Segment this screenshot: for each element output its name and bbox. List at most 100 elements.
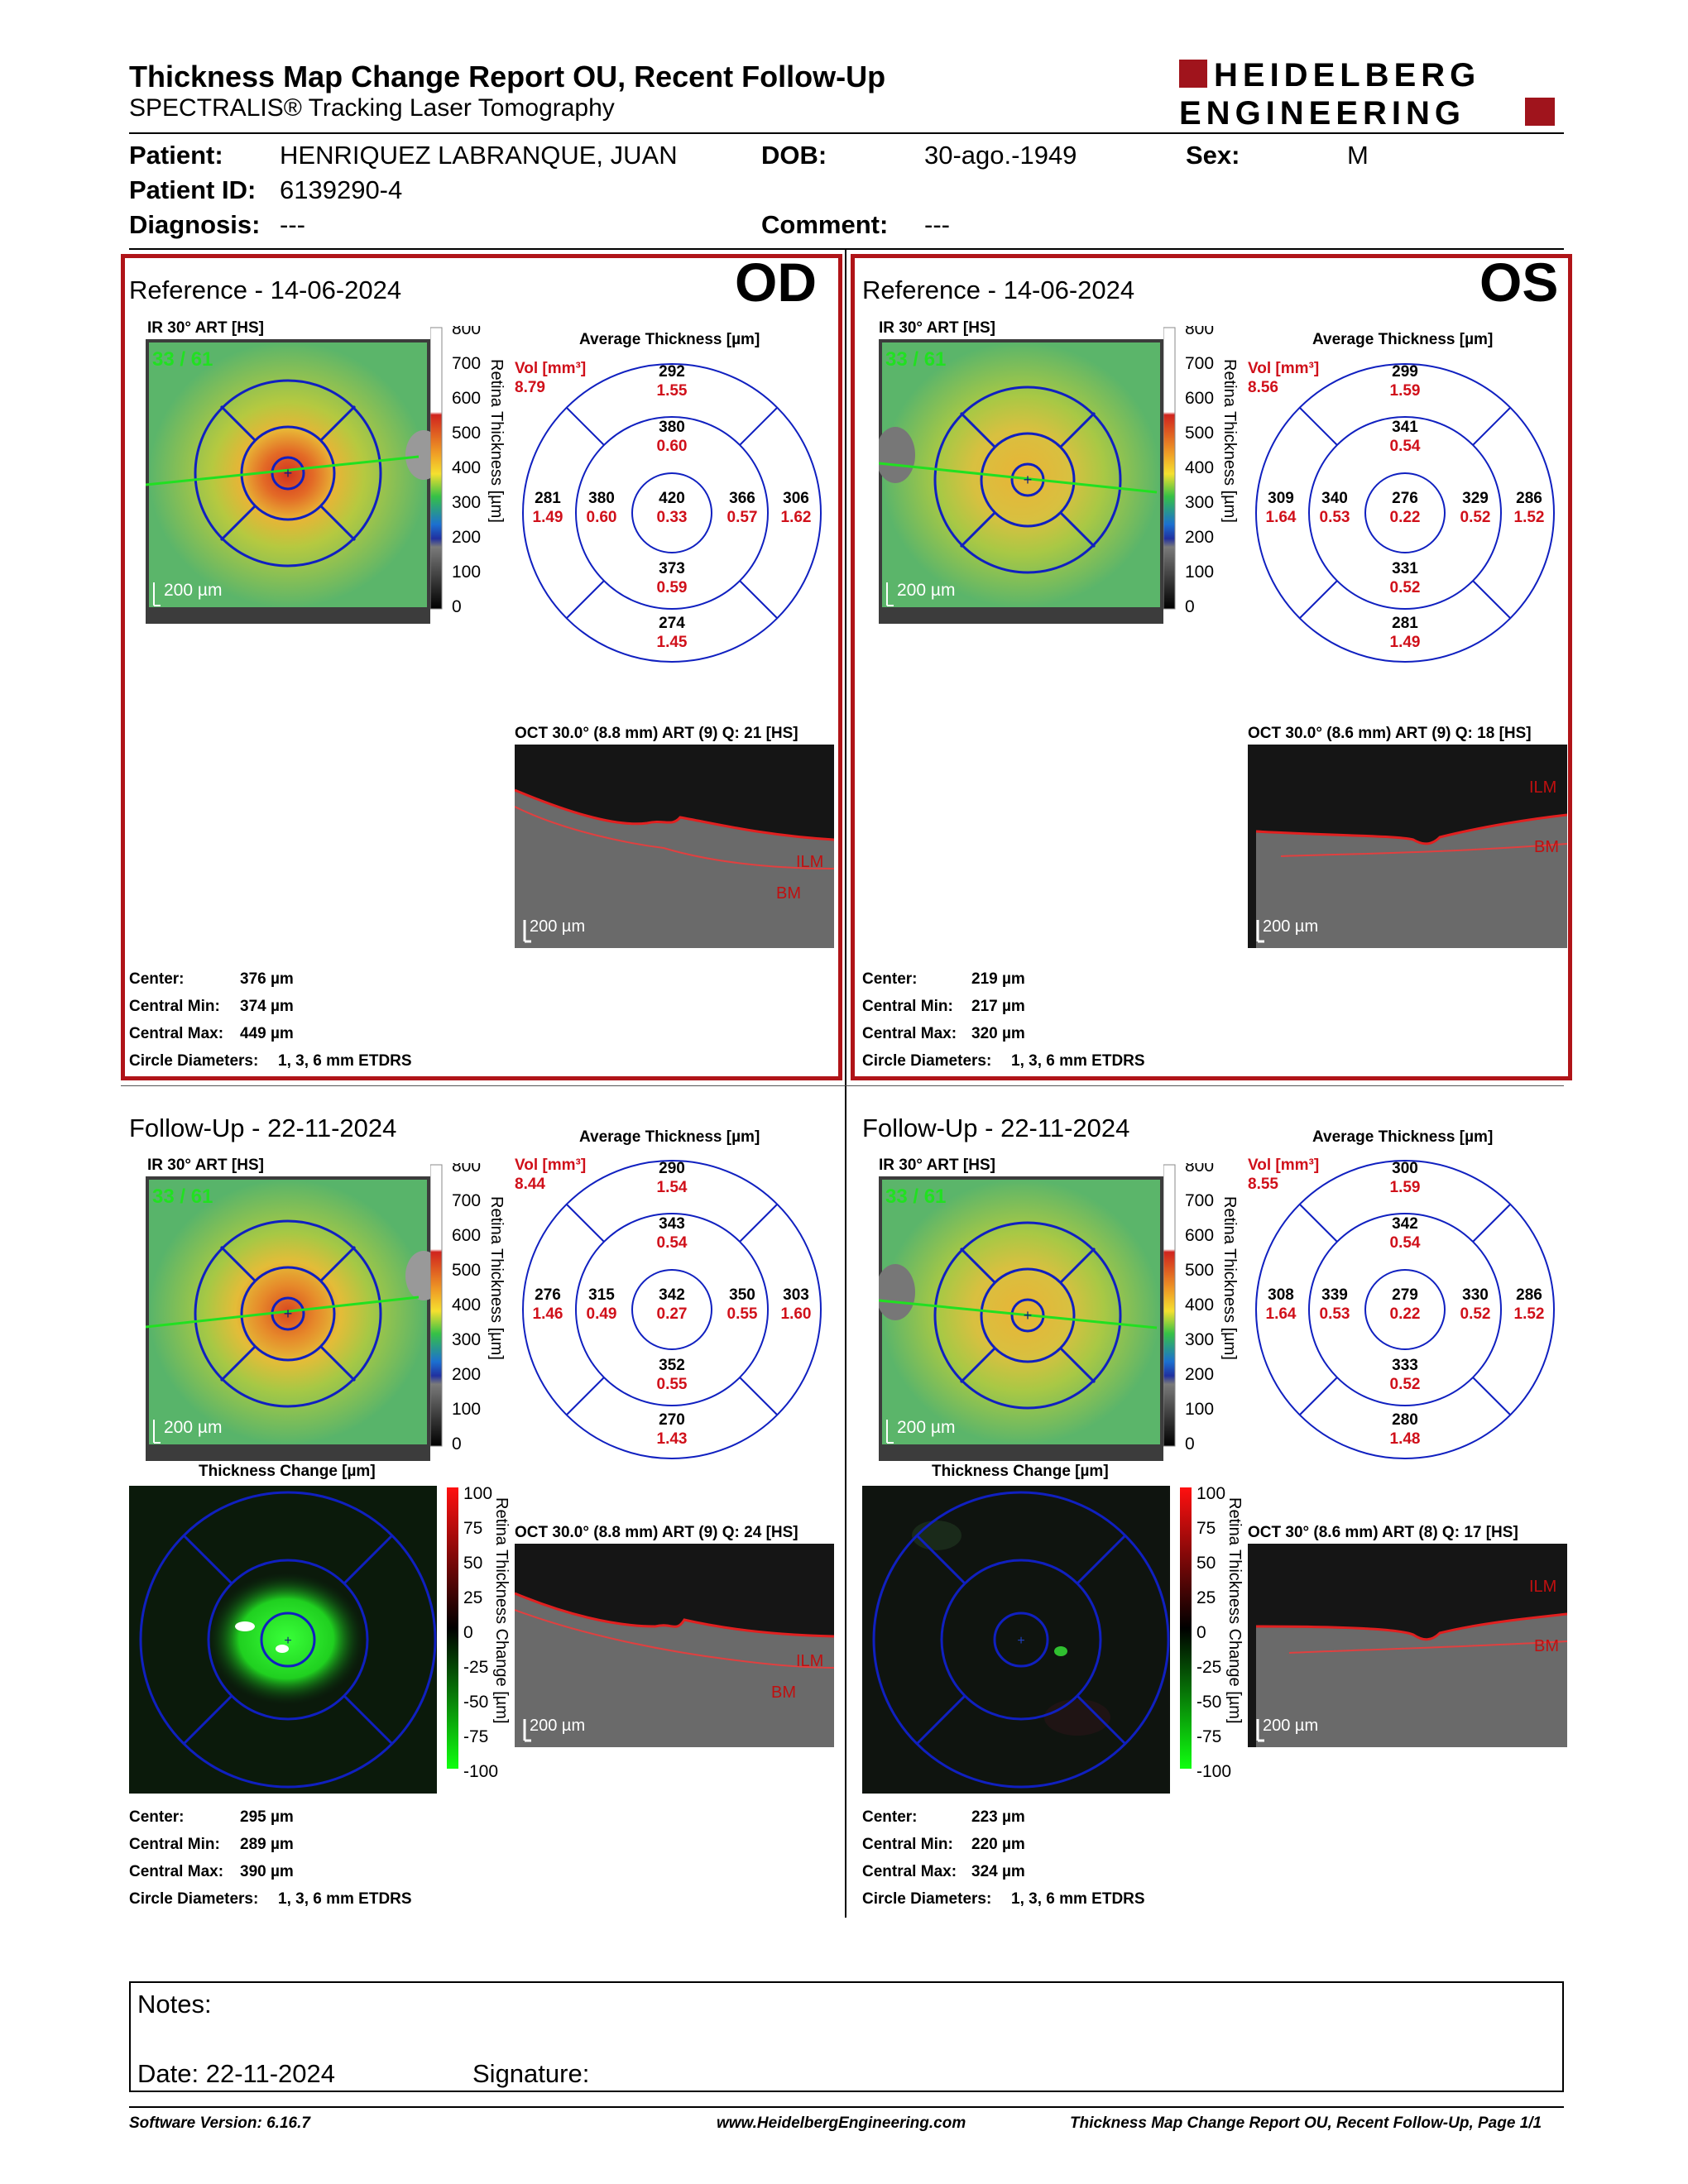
od-ref-fundus-map: + 33 / 61 200 µm [146, 339, 430, 624]
os-fu-ir-title: IR 30° ART [HS] [879, 1157, 995, 1174]
os-ref-cmax-label: Central Max: [862, 1025, 957, 1042]
svg-text:400: 400 [452, 1296, 481, 1315]
svg-text:0.60: 0.60 [657, 438, 688, 455]
svg-text:1.52: 1.52 [1514, 1305, 1545, 1323]
svg-text:352: 352 [659, 1357, 685, 1374]
od-fu-avg-title: Average Thickness [µm] [579, 1128, 760, 1146]
os-fu-center-value: 223 µm [971, 1808, 1025, 1826]
svg-text:340: 340 [1321, 490, 1348, 507]
sex-label: Sex: [1186, 141, 1240, 170]
od-change-colorbar: 100 75 50 25 0 -25 -50 -75 -100 [447, 1484, 513, 1795]
os-ref-cmax-value: 320 µm [971, 1025, 1025, 1042]
svg-text:0.52: 0.52 [1390, 579, 1421, 596]
od-fu-fundus-map: + 33 / 61 200 µm [146, 1176, 430, 1461]
os-fu-oct-title: OCT 30° (8.6 mm) ART (8) Q: 17 [HS] [1248, 1524, 1518, 1541]
os-change-map: + [862, 1486, 1170, 1794]
os-ref-fundus-map: + 33 / 61 200 µm [879, 339, 1163, 624]
svg-text:+: + [284, 1305, 293, 1322]
od-ref-bm: BM [776, 884, 801, 903]
svg-text:420: 420 [659, 490, 685, 507]
os-fu-cmax-label: Central Max: [862, 1863, 957, 1880]
svg-text:350: 350 [729, 1286, 755, 1304]
patient-name: HENRIQUEZ LABRANQUE, JUAN [280, 141, 678, 170]
svg-text:1.54: 1.54 [657, 1179, 688, 1196]
svg-text:280: 280 [1392, 1411, 1418, 1429]
svg-text:800: 800 [452, 1163, 481, 1176]
od-fu-colorbar: 800 700 600 500 400 300 200 100 0 Retina… [429, 1157, 506, 1454]
os-ref-scale: 200 µm [897, 581, 955, 600]
svg-text:+: + [284, 465, 293, 481]
svg-text:286: 286 [1516, 490, 1542, 507]
od-fu-oct-scale: 200 µm [530, 1717, 585, 1735]
od-ref-scale: 200 µm [164, 581, 222, 600]
svg-text:-25: -25 [463, 1658, 488, 1677]
row-divider [121, 1085, 1564, 1086]
svg-text:Retina Thickness Change [µm]: Retina Thickness Change [µm] [1225, 1497, 1244, 1724]
os-fu-vol-label: Vol [mm³] [1248, 1157, 1320, 1174]
svg-text:500: 500 [1185, 1261, 1214, 1280]
cb-tick: 800 [452, 326, 481, 338]
footer-software: Software Version: 6.16.7 [129, 2115, 310, 2132]
od-ref-vol-value: 8.79 [515, 379, 545, 396]
svg-text:1.62: 1.62 [781, 509, 812, 526]
svg-text:0: 0 [1185, 597, 1195, 615]
svg-text:+: + [1024, 472, 1033, 488]
svg-text:0.53: 0.53 [1320, 1305, 1350, 1323]
os-ref-center-label: Center: [862, 970, 918, 988]
svg-text:400: 400 [1185, 458, 1214, 477]
od-ref-etdrs-grid: 292 1.55 380 0.60 281 1.49 380 0.60 420 … [522, 363, 822, 663]
svg-text:0: 0 [1185, 1434, 1195, 1453]
svg-text:290: 290 [659, 1160, 685, 1177]
od-fu-counter: 33 / 61 [152, 1185, 213, 1208]
notes-label: Notes: [137, 1990, 212, 2019]
svg-text:0.54: 0.54 [1390, 438, 1421, 455]
svg-text:308: 308 [1268, 1286, 1294, 1304]
os-change-title: Thickness Change [µm] [932, 1463, 1109, 1480]
od-fu-cmax-value: 390 µm [240, 1863, 294, 1880]
dob-label: DOB: [761, 141, 827, 170]
os-fu-center-label: Center: [862, 1808, 918, 1826]
dob-value: 30-ago.-1949 [924, 141, 1077, 170]
od-ref-center-label: Center: [129, 970, 185, 988]
svg-text:Retina Thickness [µm]: Retina Thickness [µm] [1220, 359, 1238, 523]
svg-text:700: 700 [1185, 1191, 1214, 1210]
svg-text:800: 800 [1185, 1163, 1214, 1176]
svg-text:50: 50 [463, 1554, 482, 1573]
svg-text:1.64: 1.64 [1266, 1305, 1297, 1323]
notes-box[interactable]: Notes: Date: 22-11-2024 Signature: [129, 1981, 1564, 2092]
svg-text:Retina Thickness [µm]: Retina Thickness [µm] [487, 1196, 505, 1360]
svg-text:286: 286 [1516, 1286, 1542, 1304]
os-fu-bm: BM [1534, 1637, 1559, 1655]
os-fu-cmax-value: 324 µm [971, 1863, 1025, 1880]
footer-divider [129, 2106, 1564, 2108]
os-eye-label: OS [1479, 251, 1559, 313]
os-ref-vol-label: Vol [mm³] [1248, 360, 1320, 377]
svg-text:800: 800 [1185, 326, 1214, 338]
svg-text:Retina Thickness [µm]: Retina Thickness [µm] [1220, 1196, 1238, 1360]
svg-text:-75: -75 [463, 1727, 488, 1746]
svg-text:342: 342 [1392, 1215, 1418, 1233]
os-fu-oct-scan: ILM BM 200 µm [1248, 1544, 1567, 1747]
od-fu-center-label: Center: [129, 1808, 185, 1826]
svg-text:373: 373 [659, 560, 685, 577]
notes-signature: Signature: [472, 2059, 590, 2088]
svg-text:-50: -50 [1196, 1693, 1221, 1712]
svg-text:292: 292 [659, 363, 685, 381]
svg-text:0.52: 0.52 [1460, 1305, 1491, 1323]
svg-text:200: 200 [1185, 1365, 1214, 1384]
od-ref-center-value: 376 µm [240, 970, 294, 988]
od-fu-bm: BM [771, 1684, 796, 1702]
od-ref-oct-scan: ILM BM 200 µm [515, 745, 834, 948]
os-fu-colorbar: 800 700 600 500 400 300 200 100 0 Retina… [1163, 1157, 1239, 1454]
footer-website[interactable]: www.HeidelbergEngineering.com [717, 2115, 966, 2132]
od-ref-ilm: ILM [796, 853, 823, 871]
svg-text:1.59: 1.59 [1390, 1179, 1421, 1196]
svg-text:700: 700 [1185, 354, 1214, 373]
os-fu-oct-scale: 200 µm [1263, 1717, 1318, 1735]
svg-text:0.53: 0.53 [1320, 509, 1350, 526]
svg-text:276: 276 [1392, 490, 1418, 507]
cb-tick: 100 [452, 563, 481, 582]
svg-text:1.60: 1.60 [781, 1305, 812, 1323]
svg-text:200: 200 [1185, 528, 1214, 547]
os-ref-avg-title: Average Thickness [µm] [1312, 331, 1494, 348]
